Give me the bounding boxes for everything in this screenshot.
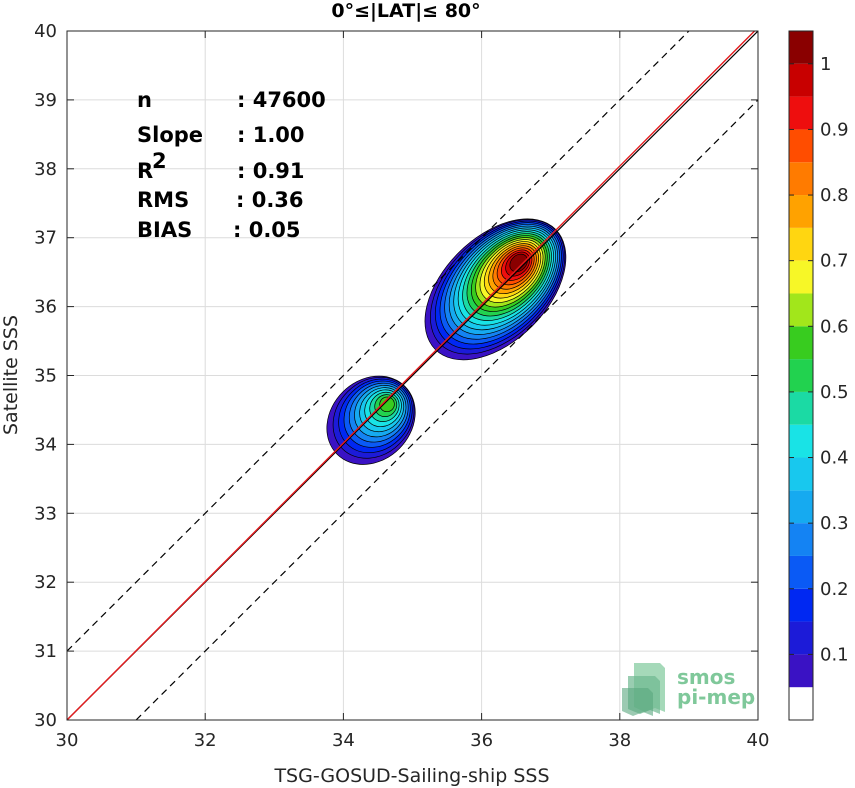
colorbar-segment [789,621,813,655]
stat-label: RMS [137,188,189,212]
colorbar-segment [789,227,813,261]
reference-lines [67,31,758,720]
colorbar-segment [789,523,813,556]
stat-value: : 0.91 [237,159,305,183]
x-tick-label: 32 [194,730,217,751]
colorbar-segment [789,359,813,392]
colorbar-tick-label: 0.4 [820,448,849,469]
colorbar-tick-label: 0.1 [820,644,849,665]
colorbar-segment [789,31,813,64]
y-tick-label: 38 [34,159,57,180]
colorbar-segment [789,129,813,163]
y-tick-label: 32 [34,572,57,593]
colorbar-segment [789,654,813,688]
colorbar-segment [789,588,813,622]
colorbar-segment [789,293,813,327]
colorbar: 0.1 0.2 0.3 0.4 0.5 0.6 0.7 0.8 0.9 1 [788,30,849,721]
colorbar-segment [789,555,813,589]
stat-label: Slope [137,123,203,147]
stat-label: n [137,88,152,112]
regression-fit-line [67,31,756,720]
colorbar-tick-label: 0.3 [820,513,849,534]
x-tick-label: 40 [747,730,770,751]
x-tick-label: 34 [332,730,355,751]
logo-line2: pi-mep [677,685,755,709]
y-axis-label: Satellite SSS [0,315,22,435]
y-tick-label: 37 [34,228,57,249]
colorbar-segment [789,63,813,97]
y-tick-label: 30 [34,710,57,731]
stat-value: : 0.05 [233,218,301,242]
stat-value: : 1.00 [237,123,305,147]
y-tick-label: 34 [34,434,57,455]
stat-label: R [137,159,153,183]
colorbar-segment [789,457,813,491]
logo-line1: smos [677,665,735,689]
stat-label: BIAS [137,218,192,242]
logo-wave-icon [622,663,665,716]
x-tick-label: 30 [56,730,79,751]
colorbar-tick-label: 1 [820,54,831,75]
stats-box: n : 47600 Slope : 1.00 R2 : 0.91 RMS : 0.36 BIAS… [137,88,326,242]
density-contour [379,396,395,413]
chart-title: 0°≤|LAT|≤ 80° [331,0,480,22]
colorbar-segment [789,260,813,294]
colorbar-segment [789,424,813,458]
density-clusters [326,218,567,465]
colorbar-segment [789,687,813,720]
colorbar-segment [789,195,813,228]
y-tick-label: 31 [34,641,57,662]
upper-band-line [67,31,690,652]
y-tick-label: 35 [34,366,57,387]
colorbar-tick-label: 0.7 [820,251,849,272]
y-tick-label: 33 [34,503,57,524]
colorbar-tick-label: 0.6 [820,316,849,337]
x-axis-label: TSG-GOSUD-Sailing-ship SSS [273,765,549,787]
colorbar-tick-label: 0.9 [820,119,849,140]
x-axis-ticks: 30 32 34 36 38 40 [56,31,770,751]
colorbar-segment [789,391,813,425]
stat-value: : 0.36 [236,188,304,212]
smos-pimep-logo: smos pi-mep [622,663,755,716]
colorbar-tick-label: 0.2 [820,579,849,600]
colorbar-segment [789,162,813,196]
y-axis-ticks: 30 31 32 33 34 35 36 37 38 39 40 [34,21,758,731]
stat-label-superscript: 2 [152,149,167,173]
colorbar-segment [789,490,813,524]
x-tick-label: 36 [470,730,493,751]
y-tick-label: 40 [34,21,57,42]
density-contour [509,253,528,273]
y-tick-label: 36 [34,297,57,318]
stat-value: : 47600 [237,88,326,112]
x-tick-label: 38 [608,730,631,751]
y-tick-label: 39 [34,90,57,111]
colorbar-segment [789,96,813,130]
colorbar-tick-label: 0.5 [820,382,849,403]
colorbar-tick-label: 0.8 [820,185,849,206]
lower-band-line [135,99,758,720]
colorbar-frame [788,30,814,721]
colorbar-segment [789,326,813,360]
